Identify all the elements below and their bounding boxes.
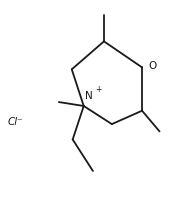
- Text: +: +: [96, 85, 102, 94]
- Text: N: N: [85, 91, 92, 101]
- Text: Cl⁻: Cl⁻: [7, 117, 23, 127]
- Text: O: O: [148, 61, 157, 71]
